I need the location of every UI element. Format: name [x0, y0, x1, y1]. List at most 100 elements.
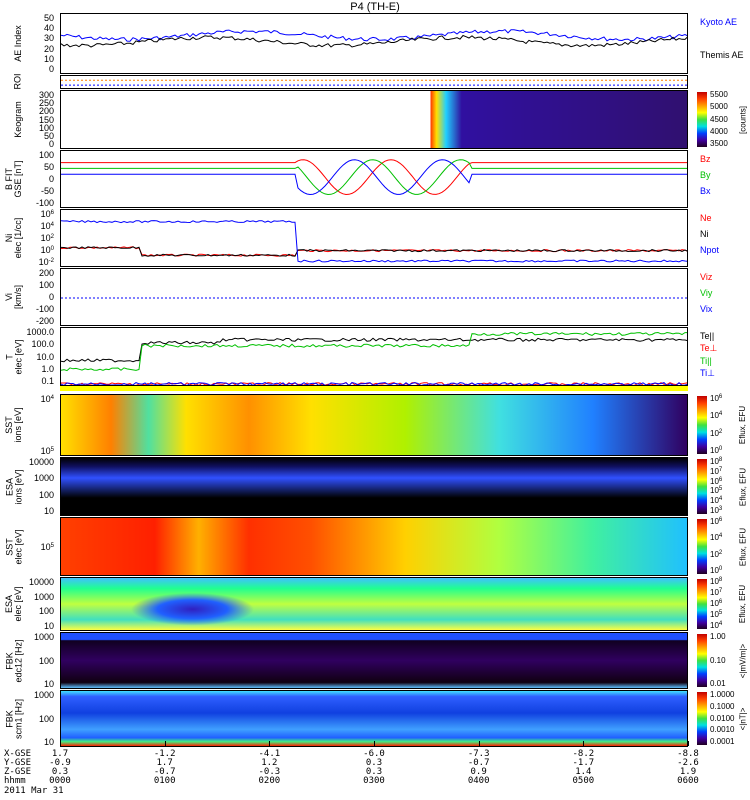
colorbar-tick: 3500 [710, 139, 728, 148]
colorbar-tick: 102 [710, 428, 723, 438]
y-tick-label: 50 [43, 130, 54, 141]
spectrogram-8 [61, 458, 687, 515]
colorbar-tick: 104 [710, 621, 723, 630]
legend-bx: Bx [700, 186, 711, 196]
y-tick-label: 0 [48, 292, 54, 302]
x-major-tick [60, 741, 61, 746]
x-row-label-z-gse: Z-GSE [4, 767, 32, 777]
x-axis-z-value: 0.9 [470, 767, 487, 777]
colorbar-unit-11: <|mV/m|> [738, 643, 747, 678]
y-tick-label: 10.0 [36, 351, 54, 362]
legend-ti: Ti⊥ [700, 367, 716, 378]
y-tick-label: 10000 [28, 577, 54, 587]
series-line-1 [61, 246, 687, 257]
x-axis-x-value: 1.7 [51, 749, 69, 759]
x-row-label-hhmm: hhmm [4, 776, 26, 786]
colorbar-unit-7: Eflux, EFU [738, 405, 747, 445]
colorbar-tick: 102 [710, 549, 723, 559]
legend-ni: Ni [700, 229, 709, 239]
y-tick-label: 1000.0 [26, 327, 54, 337]
y-tick-label: 50 [43, 162, 54, 172]
x-axis-y-value: 1.2 [261, 758, 278, 768]
y-tick-label: 10 [43, 621, 54, 631]
spectrogram-10 [61, 578, 687, 630]
series-line-0 [61, 337, 687, 363]
y-tick-label: 250 [38, 98, 54, 109]
y-tick-label: 1.0 [41, 363, 54, 374]
spectrogram-12 [61, 691, 687, 746]
colorbar-tick: 106 [710, 476, 723, 486]
traces-5 [61, 297, 687, 299]
x-axis-t-value: 0400 [467, 776, 490, 786]
y-tick-label: 10 [43, 53, 54, 64]
y-tick-label: 300 [38, 90, 54, 100]
colorbar-unit-9: Eflux, EFU [738, 527, 747, 566]
series-line-3 [61, 382, 687, 385]
x-major-tick [688, 741, 689, 746]
panel-sst-9 [60, 517, 688, 576]
x-axis-y-value: -0.9 [49, 758, 71, 768]
y-tick-label: 10 [43, 679, 54, 689]
colorbar-12 [697, 692, 707, 745]
orbit-strip [60, 386, 688, 391]
y-tick-label: 100 [38, 655, 54, 666]
y-tick-label: 10-2 [38, 257, 54, 267]
x-row-label-x-gse: X-GSE [4, 749, 32, 759]
colorbar-tick: 0.10 [710, 655, 726, 665]
colorbar-tick: 104 [710, 411, 723, 421]
x-axis-t-value: 0300 [363, 776, 385, 786]
y-tick-label: 200 [38, 106, 54, 117]
y-tick-label: 50 [43, 13, 54, 23]
y-tick-label: 200 [38, 268, 54, 278]
colorbar-tick: 108 [710, 577, 723, 586]
y-tick-label: 100 [38, 713, 54, 724]
y-axis-title: ROI [12, 72, 23, 89]
colorbar-unit-12: <|nT|> [738, 707, 747, 730]
legend-by: By [700, 170, 711, 180]
y-tick-label: 0.1 [41, 376, 54, 386]
y-tick-label: -50 [40, 186, 54, 196]
y-tick-label: 104 [40, 221, 54, 231]
colorbar-11 [697, 634, 707, 687]
colorbar-tick: 0.0010 [710, 725, 735, 735]
colorbar-7 [697, 396, 707, 454]
y-tick-label: 100 [38, 122, 54, 133]
x-axis-x-value: -6.0 [363, 749, 385, 759]
legend-te: Te⊥ [700, 343, 718, 354]
colorbar-tick: 104 [710, 496, 723, 506]
y-tick-label: -200 [35, 316, 54, 326]
x-axis-t-value: 0100 [153, 776, 176, 786]
colorbar-tick: 4500 [710, 114, 728, 124]
x-axis-date: 2011 Mar 31 [4, 786, 64, 796]
colorbar-tick: 100 [710, 446, 723, 455]
panel-vi-5 [60, 268, 688, 326]
colorbar-tick: 1.0000 [710, 690, 735, 699]
series-line-1 [61, 34, 687, 48]
panel-t-6 [60, 327, 688, 386]
legend-ne: Ne [700, 213, 712, 223]
spectrogram-9 [61, 518, 687, 575]
colorbar-unit-2: [counts] [738, 105, 747, 134]
series-line-0 [61, 29, 687, 42]
colorbar-unit-10: Eflux, EFU [738, 584, 747, 624]
panel-b-fit-3 [60, 150, 688, 208]
traces-0 [61, 29, 687, 48]
x-row-label-y-gse: Y-GSE [4, 758, 32, 768]
y-tick-label: 105 [40, 541, 54, 552]
x-axis-z-value: 0.3 [365, 767, 383, 777]
y-tick-label: -100 [35, 304, 54, 314]
y-tick-label: 1000 [33, 473, 54, 484]
x-major-tick [374, 741, 375, 746]
colorbar-tick: 0.1000 [710, 701, 735, 711]
x-major-tick [583, 741, 585, 746]
x-axis-y-value: -2.6 [677, 758, 699, 768]
traces-6 [61, 331, 687, 385]
colorbar-tick: 5500 [710, 90, 728, 99]
colorbar-tick: 107 [710, 588, 723, 597]
colorbar-tick: 105 [710, 610, 723, 619]
spectrogram-2 [61, 91, 687, 148]
x-axis-z-value: -0.3 [258, 767, 281, 777]
colorbar-tick: 4000 [710, 126, 728, 136]
x-axis-x-value: -8.8 [677, 749, 699, 759]
x-axis-t-value: 0200 [258, 776, 281, 786]
